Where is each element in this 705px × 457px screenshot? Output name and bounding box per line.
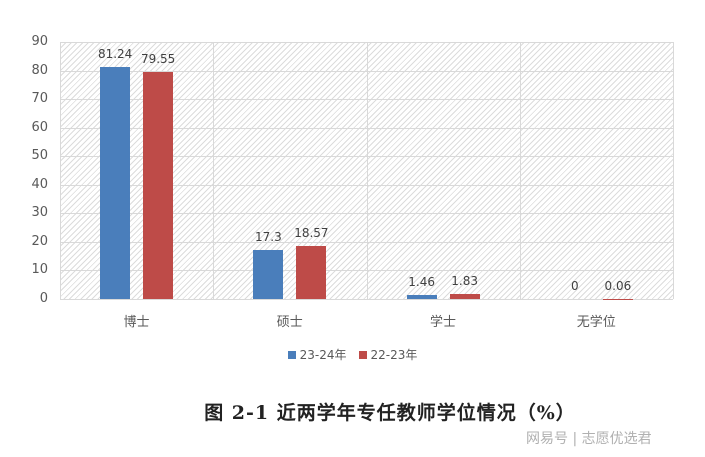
y-tick-label: 60 [31, 119, 48, 135]
gridline [673, 42, 674, 299]
x-tick-label: 学士 [429, 315, 456, 330]
x-tick-label: 博士 [123, 315, 150, 330]
plot-area: 81.24 79.55 17.3 18.57 1.46 1.83 0 0.06 [60, 42, 674, 300]
data-label: 1.83 [451, 273, 478, 288]
data-label: 81.24 [97, 47, 133, 61]
y-tick-label: 50 [31, 148, 48, 164]
bar [100, 67, 131, 299]
data-label: 0 [571, 279, 579, 293]
y-tick-label: 80 [31, 62, 48, 78]
y-tick-label: 90 [31, 34, 48, 49]
gridline [60, 299, 673, 300]
bar [449, 293, 480, 299]
x-tick-label: 硕士 [276, 315, 303, 330]
bar [143, 71, 174, 299]
bar [253, 249, 284, 299]
gridline [519, 42, 521, 299]
y-tick-label: 0 [39, 291, 48, 306]
watermark: 网易号 | 志愿优选君 [526, 431, 652, 447]
data-label: 1.46 [408, 274, 435, 289]
legend-item: 23-24年 [287, 346, 347, 363]
legend-label: 22-23年 [370, 348, 418, 362]
figure-caption: 图 2-1 近两学年专任教师学位情况（%） [204, 402, 576, 424]
legend-label: 23-24年 [299, 348, 347, 362]
gridline [366, 42, 368, 299]
legend-swatch [358, 350, 367, 359]
x-tick-label: 无学位 [576, 315, 616, 330]
data-label: 0.06 [604, 278, 632, 293]
data-label: 79.55 [140, 51, 176, 66]
y-tick-label: 20 [31, 233, 48, 249]
bar [406, 294, 437, 299]
gridline [213, 42, 215, 299]
legend-swatch [287, 350, 296, 359]
bar [296, 245, 327, 299]
legend: 23-24年 22-23年 [0, 346, 705, 363]
y-tick-label: 40 [31, 176, 48, 192]
legend-item: 22-23年 [358, 346, 418, 363]
y-tick-label: 30 [31, 205, 48, 221]
data-label: 17.3 [255, 229, 282, 244]
gridline [60, 42, 61, 299]
y-tick-label: 70 [31, 91, 48, 107]
y-tick-label: 10 [31, 262, 48, 278]
data-label: 18.57 [294, 225, 329, 240]
